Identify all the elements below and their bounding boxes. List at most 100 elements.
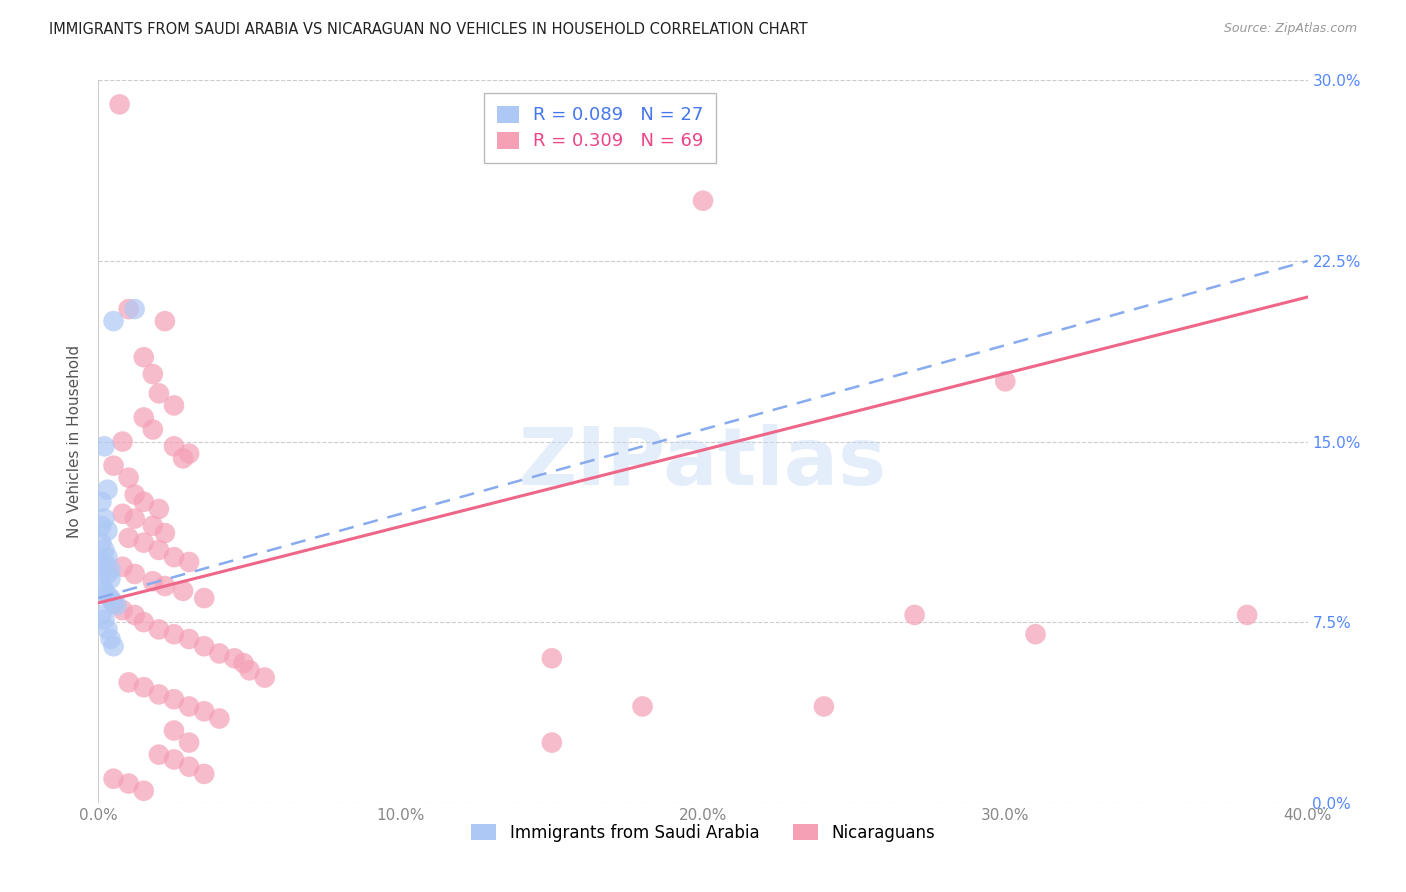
Point <box>1236 607 1258 622</box>
Point <box>96 483 118 497</box>
Point <box>124 607 146 622</box>
Point <box>93 542 115 557</box>
Legend: Immigrants from Saudi Arabia, Nicaraguans: Immigrants from Saudi Arabia, Nicaraguan… <box>464 817 942 848</box>
Point <box>179 632 201 646</box>
Point <box>163 398 186 412</box>
Point <box>132 615 155 630</box>
Point <box>93 511 115 525</box>
Point <box>142 367 165 381</box>
Point <box>148 502 170 516</box>
Point <box>163 550 186 565</box>
Point <box>96 550 118 565</box>
Point <box>208 712 231 726</box>
Point <box>103 458 125 473</box>
Point <box>118 301 141 317</box>
Point <box>93 583 115 598</box>
Point <box>100 591 122 605</box>
Point <box>111 603 134 617</box>
Point <box>103 772 125 786</box>
Point <box>153 579 176 593</box>
Point <box>132 680 155 694</box>
Point <box>163 627 186 641</box>
Point <box>193 591 215 605</box>
Point <box>148 542 170 557</box>
Point <box>132 494 155 508</box>
Point <box>96 589 118 603</box>
Point <box>96 524 118 538</box>
Point <box>96 623 118 637</box>
Point <box>93 555 115 569</box>
Point <box>103 639 125 653</box>
Point <box>179 735 201 749</box>
Point <box>111 559 134 574</box>
Point <box>148 747 170 762</box>
Point <box>103 596 125 610</box>
Point <box>232 656 254 670</box>
Point <box>692 194 714 208</box>
Point <box>1024 627 1046 641</box>
Point <box>124 511 146 525</box>
Point <box>90 559 112 574</box>
Point <box>163 752 186 766</box>
Point <box>142 574 165 589</box>
Point <box>631 699 654 714</box>
Point <box>132 410 155 425</box>
Point <box>93 439 115 453</box>
Point <box>540 735 562 749</box>
Point <box>90 579 112 593</box>
Point <box>179 446 201 460</box>
Point <box>904 607 927 622</box>
Point <box>132 535 155 549</box>
Point <box>90 494 112 508</box>
Point <box>148 386 170 401</box>
Point <box>193 767 215 781</box>
Point <box>96 567 118 582</box>
Point <box>193 704 215 718</box>
Point <box>124 487 146 501</box>
Point <box>540 651 562 665</box>
Point <box>118 776 141 790</box>
Point <box>179 555 201 569</box>
Point <box>239 664 262 678</box>
Point <box>179 760 201 774</box>
Point <box>90 535 112 549</box>
Text: IMMIGRANTS FROM SAUDI ARABIA VS NICARAGUAN NO VEHICLES IN HOUSEHOLD CORRELATION : IMMIGRANTS FROM SAUDI ARABIA VS NICARAGU… <box>49 22 808 37</box>
Point <box>132 350 155 364</box>
Point <box>142 518 165 533</box>
Point <box>172 583 194 598</box>
Point <box>193 639 215 653</box>
Point <box>124 301 146 317</box>
Point <box>103 314 125 328</box>
Point <box>253 671 276 685</box>
Text: ZIPatlas: ZIPatlas <box>519 425 887 502</box>
Point <box>208 647 231 661</box>
Point <box>103 596 125 610</box>
Point <box>93 613 115 627</box>
Point <box>105 599 128 613</box>
Point <box>108 97 131 112</box>
Point <box>124 567 146 582</box>
Point <box>100 562 122 576</box>
Point <box>148 687 170 701</box>
Point <box>100 632 122 646</box>
Point <box>118 531 141 545</box>
Point <box>179 699 201 714</box>
Point <box>90 518 112 533</box>
Point <box>100 572 122 586</box>
Point <box>163 439 186 453</box>
Y-axis label: No Vehicles in Household: No Vehicles in Household <box>67 345 83 538</box>
Text: Source: ZipAtlas.com: Source: ZipAtlas.com <box>1223 22 1357 36</box>
Point <box>224 651 246 665</box>
Point <box>111 507 134 521</box>
Point <box>132 784 155 798</box>
Point <box>163 723 186 738</box>
Point <box>153 526 176 541</box>
Point <box>118 470 141 484</box>
Point <box>994 374 1017 388</box>
Point <box>111 434 134 449</box>
Point <box>142 422 165 436</box>
Point <box>172 451 194 466</box>
Point <box>118 675 141 690</box>
Point <box>163 692 186 706</box>
Point <box>90 607 112 622</box>
